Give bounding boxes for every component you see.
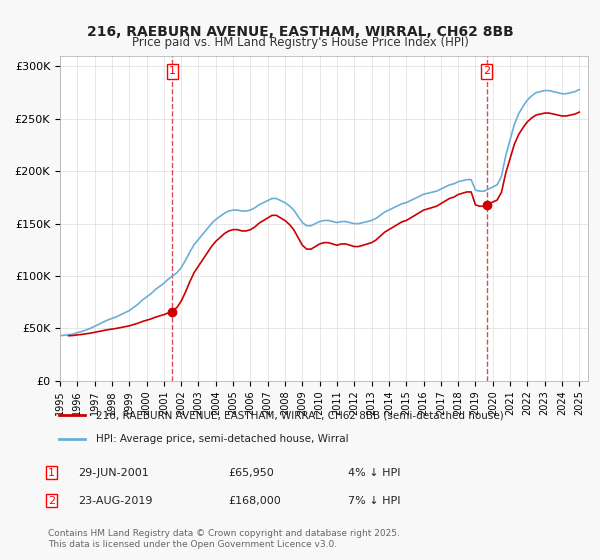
Text: Contains HM Land Registry data © Crown copyright and database right 2025.
This d: Contains HM Land Registry data © Crown c…: [48, 529, 400, 549]
Text: HPI: Average price, semi-detached house, Wirral: HPI: Average price, semi-detached house,…: [95, 434, 348, 444]
Text: 7% ↓ HPI: 7% ↓ HPI: [348, 496, 401, 506]
Text: 216, RAEBURN AVENUE, EASTHAM, WIRRAL, CH62 8BB: 216, RAEBURN AVENUE, EASTHAM, WIRRAL, CH…: [86, 25, 514, 39]
Text: 2: 2: [48, 496, 55, 506]
Text: 1: 1: [48, 468, 55, 478]
Text: Price paid vs. HM Land Registry's House Price Index (HPI): Price paid vs. HM Land Registry's House …: [131, 36, 469, 49]
Text: £168,000: £168,000: [228, 496, 281, 506]
Text: 4% ↓ HPI: 4% ↓ HPI: [348, 468, 401, 478]
Text: 216, RAEBURN AVENUE, EASTHAM, WIRRAL, CH62 8BB (semi-detached house): 216, RAEBURN AVENUE, EASTHAM, WIRRAL, CH…: [95, 410, 503, 420]
Text: £65,950: £65,950: [228, 468, 274, 478]
Text: 29-JUN-2001: 29-JUN-2001: [78, 468, 149, 478]
Text: 2: 2: [483, 67, 490, 77]
Text: 1: 1: [169, 67, 176, 77]
Text: 23-AUG-2019: 23-AUG-2019: [78, 496, 152, 506]
